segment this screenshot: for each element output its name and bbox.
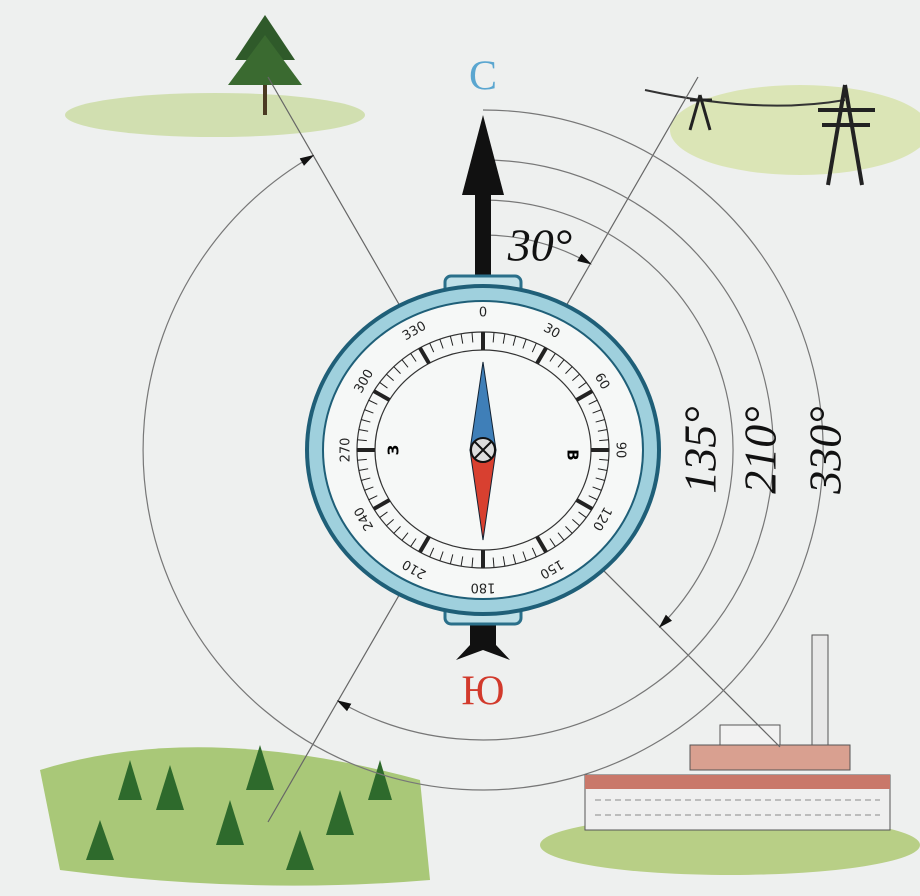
west-label: З xyxy=(385,445,403,456)
dial-tick xyxy=(410,353,417,362)
dial-tick xyxy=(439,338,444,349)
dial-tick xyxy=(572,519,581,527)
dial-tick xyxy=(429,342,435,353)
dial-tick xyxy=(449,335,454,346)
dial-number: 60 xyxy=(591,371,612,393)
dial-tick xyxy=(512,335,517,346)
dial-tick xyxy=(449,554,454,565)
dial-tick xyxy=(360,418,371,423)
dial-tick xyxy=(597,429,608,432)
dial-tick xyxy=(597,468,608,471)
dial-tick xyxy=(592,486,602,491)
dial-tick xyxy=(588,399,598,405)
dial-tick xyxy=(575,389,594,402)
dial-tick xyxy=(592,409,602,414)
dial-tick xyxy=(595,418,606,423)
dial-tick xyxy=(578,381,587,389)
azimuth-label: 210° xyxy=(735,406,786,493)
dial-tick xyxy=(595,477,606,482)
east-label: В xyxy=(564,449,582,460)
dial-tick xyxy=(368,399,378,405)
tree-scene xyxy=(65,15,365,137)
dial-number: 30 xyxy=(541,321,563,342)
north-label: С xyxy=(469,54,497,100)
azimuth-label: 330° xyxy=(800,406,851,494)
dial-tick xyxy=(360,477,371,482)
dial-number: 180 xyxy=(471,580,496,595)
dial-tick xyxy=(471,557,474,568)
dial-number: 0 xyxy=(479,306,487,321)
dial-tick xyxy=(492,557,495,568)
dial-tick xyxy=(535,346,548,365)
dial-tick xyxy=(588,495,598,501)
arc xyxy=(482,199,734,628)
dial-tick xyxy=(401,359,409,368)
dial-tick xyxy=(393,526,401,534)
arc xyxy=(336,159,774,741)
dial-tick xyxy=(372,389,391,402)
dial-tick xyxy=(599,439,609,442)
dial-number: 270 xyxy=(339,438,354,463)
arc xyxy=(482,234,592,265)
dial-tick xyxy=(502,333,506,344)
dial-tick xyxy=(364,409,374,414)
dial-tick xyxy=(357,458,367,461)
dial-tick xyxy=(357,439,367,442)
azimuth-label: 30° xyxy=(507,220,572,271)
dial-tick xyxy=(439,551,444,562)
dial-tick xyxy=(460,333,464,344)
dial-tick xyxy=(549,538,556,547)
dial-tick xyxy=(575,498,594,511)
dial-tick xyxy=(565,366,573,374)
south-label: Ю xyxy=(461,669,504,715)
factory-scene xyxy=(540,634,920,875)
dial-tick xyxy=(385,373,394,381)
dial-tick xyxy=(599,458,609,461)
dial-number: 90 xyxy=(613,442,628,459)
dial-tick xyxy=(460,556,464,567)
dial-tick xyxy=(502,556,506,567)
dial-tick xyxy=(385,519,394,527)
dial-tick xyxy=(358,429,369,432)
dial-tick xyxy=(522,338,527,349)
dial-tick xyxy=(492,332,495,343)
dial-tick xyxy=(557,359,565,368)
dial-tick xyxy=(372,498,391,511)
dial-tick xyxy=(379,381,388,389)
forest-scene xyxy=(40,745,430,886)
dial-tick xyxy=(522,551,527,562)
dial-tick xyxy=(565,526,573,534)
dial-tick xyxy=(512,554,517,565)
dial-tick xyxy=(368,495,378,501)
dial-tick xyxy=(531,342,537,353)
dial-tick xyxy=(535,535,548,554)
dial-tick xyxy=(358,468,369,471)
dial-tick xyxy=(401,532,409,541)
dial-tick xyxy=(418,346,431,365)
dial-tick xyxy=(549,353,556,362)
dial-tick xyxy=(410,538,417,547)
dial-tick xyxy=(471,332,474,343)
dial-tick xyxy=(531,547,537,558)
dial-tick xyxy=(379,511,388,519)
north-arrow xyxy=(456,115,510,660)
azimuth-label: 135° xyxy=(675,406,726,493)
dial-tick xyxy=(393,366,401,374)
dial-tick xyxy=(557,532,565,541)
arc xyxy=(142,109,824,791)
dial-tick xyxy=(572,373,581,381)
power-line-scene xyxy=(644,84,920,186)
dial-tick xyxy=(578,511,587,519)
dial-tick xyxy=(364,486,374,491)
dial-tick xyxy=(418,535,431,554)
dial-tick xyxy=(429,547,435,558)
